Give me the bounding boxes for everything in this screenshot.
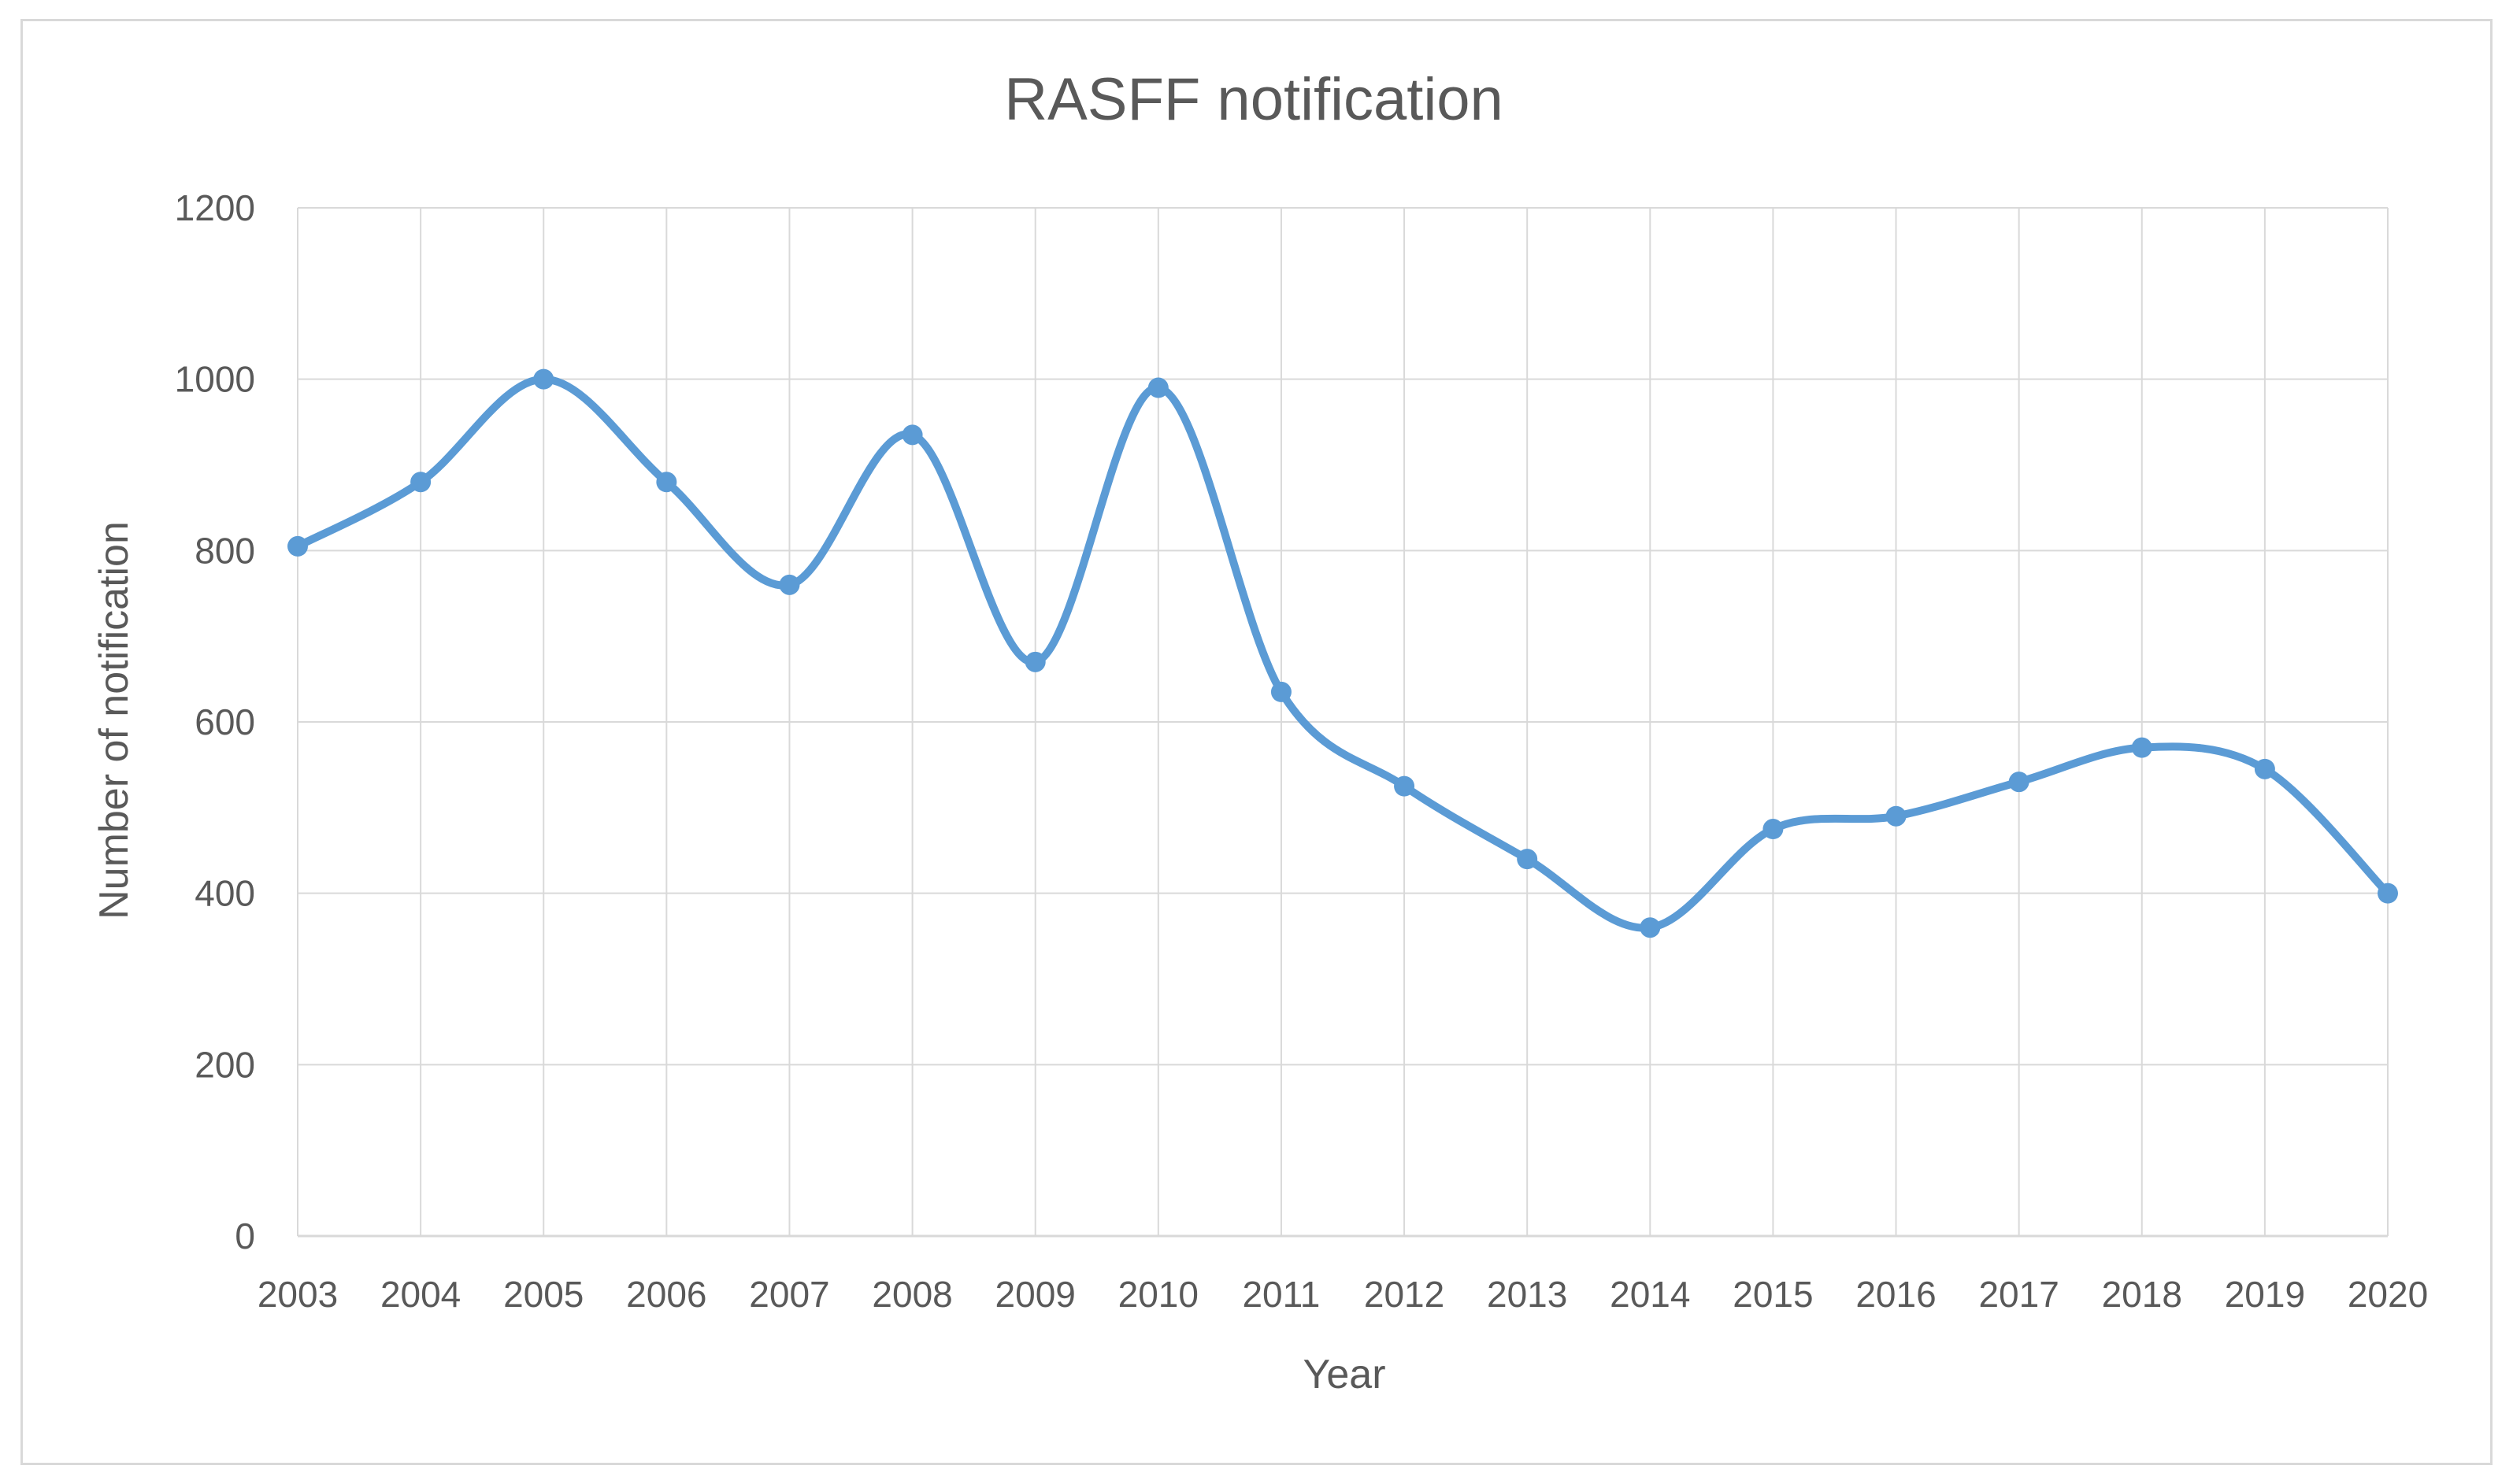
- x-axis-title: Year: [1303, 1352, 1385, 1397]
- x-tick-label: 2011: [1242, 1274, 1320, 1315]
- data-point-2017: [2008, 772, 2029, 793]
- x-tick-label: 2009: [995, 1274, 1076, 1315]
- grid-layer: [297, 207, 2389, 1236]
- data-point-2014: [1640, 917, 1661, 938]
- x-tick-label: 2010: [1118, 1274, 1199, 1315]
- y-tick-label: 600: [195, 701, 255, 742]
- y-tick-label: 200: [195, 1044, 255, 1085]
- x-tick-label: 2008: [872, 1274, 952, 1315]
- y-tick-label: 800: [195, 530, 255, 571]
- chart-frame: [20, 19, 2493, 1465]
- data-point-2006: [656, 472, 677, 493]
- x-tick-label: 2016: [1855, 1274, 1936, 1315]
- y-tick-label: 400: [195, 873, 255, 914]
- data-point-2018: [2131, 737, 2152, 758]
- data-point-2005: [533, 368, 554, 390]
- chart-title: RASFF notification: [1004, 66, 1503, 133]
- data-point-2015: [1762, 819, 1784, 840]
- data-point-2003: [287, 535, 308, 557]
- data-point-2008: [902, 424, 923, 446]
- y-tick-label: 1000: [175, 359, 255, 400]
- x-tick-label: 2014: [1610, 1274, 1690, 1315]
- x-tick-label: 2015: [1733, 1274, 1813, 1315]
- x-tick-label: 2007: [749, 1274, 829, 1315]
- x-tick-label: 2017: [1978, 1274, 2059, 1315]
- data-point-2010: [1147, 377, 1169, 398]
- x-tick-label: 2013: [1487, 1274, 1567, 1315]
- data-point-2007: [779, 574, 800, 595]
- data-point-2013: [1517, 849, 1538, 870]
- y-tick-label: 1200: [175, 187, 255, 228]
- data-point-2019: [2254, 758, 2275, 779]
- x-tick-label: 2018: [2102, 1274, 2182, 1315]
- labels-layer: 0 200 400 600 800 1000 1200 2003 2004 2005 2006 200…: [175, 187, 2429, 1315]
- data-point-2009: [1025, 651, 1046, 672]
- x-tick-label: 2012: [1364, 1274, 1444, 1315]
- series-line: [294, 375, 2392, 932]
- data-point-2011: [1270, 681, 1292, 702]
- x-tick-label: 2003: [258, 1274, 338, 1315]
- y-axis-title: Number of notification: [91, 521, 137, 920]
- y-tick-label: 0: [235, 1216, 255, 1256]
- data-point-2004: [410, 472, 432, 493]
- x-tick-label: 2019: [2225, 1274, 2305, 1315]
- data-point-2020: [2378, 883, 2398, 904]
- x-tick-label: 2005: [503, 1274, 584, 1315]
- series-layer: [287, 368, 2398, 938]
- x-tick-label: 2004: [380, 1274, 461, 1315]
- x-tick-label: 2020: [2348, 1274, 2428, 1315]
- data-point-2016: [1885, 805, 1907, 827]
- x-tick-label: 2006: [626, 1274, 706, 1315]
- data-point-2012: [1394, 775, 1415, 797]
